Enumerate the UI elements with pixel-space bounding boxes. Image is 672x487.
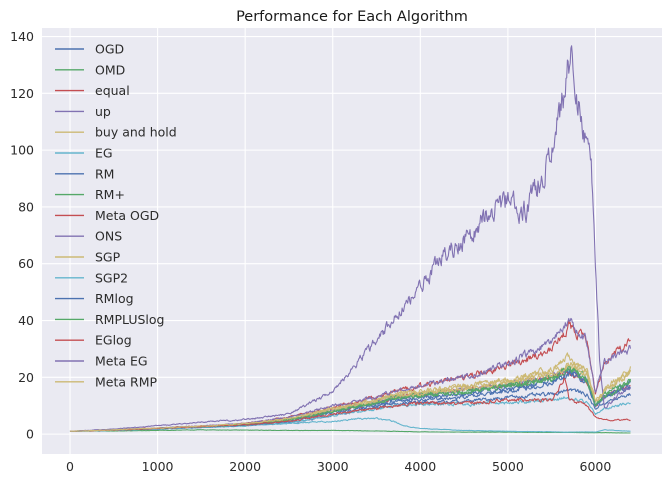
legend-label: EG — [95, 146, 113, 161]
legend-label: RMPLUSlog — [95, 312, 165, 327]
y-axis-ticks: 0 20 40 60 80 100 120 140 — [10, 29, 34, 442]
legend-item: SGP2 — [55, 270, 128, 285]
legend-item: equal — [55, 83, 130, 98]
legend-item: up — [55, 104, 111, 119]
y-tick-label: 40 — [18, 313, 34, 328]
legend-item: ONS — [55, 229, 122, 244]
y-tick-label: 80 — [18, 199, 34, 214]
grid-lines — [42, 28, 662, 454]
legend-item: OMD — [55, 62, 125, 77]
x-tick-label: 3000 — [317, 459, 349, 474]
legend-label: Meta RMP — [95, 374, 157, 389]
x-axis-ticks: 0 1000 2000 3000 4000 5000 6000 — [66, 459, 611, 474]
series-line-meta-eg — [70, 45, 631, 432]
x-tick-label: 2000 — [229, 459, 261, 474]
legend-item: RM+ — [55, 187, 125, 202]
legend-label: SGP — [95, 250, 121, 265]
y-tick-label: 120 — [10, 86, 34, 101]
legend-label: RM — [95, 166, 114, 181]
legend-label: RM+ — [95, 187, 125, 202]
legend-item: SGP — [55, 250, 121, 265]
legend-label: Meta OGD — [95, 208, 159, 223]
legend-label: SGP2 — [95, 270, 128, 285]
legend-label: buy and hold — [95, 125, 177, 140]
x-tick-label: 5000 — [492, 459, 524, 474]
series-line-omd — [69, 429, 631, 434]
y-tick-label: 0 — [26, 427, 34, 442]
legend-item: RMlog — [55, 291, 134, 306]
x-tick-label: 1000 — [142, 459, 174, 474]
plot-background — [42, 28, 662, 454]
y-tick-label: 60 — [18, 256, 34, 271]
x-tick-label: 0 — [66, 459, 74, 474]
legend-item: Meta RMP — [55, 374, 157, 389]
legend: OGD OMD equal up buy and hold EG RM RM+ Meta OGD… — [55, 42, 177, 389]
x-tick-label: 6000 — [580, 459, 612, 474]
legend-label: OMD — [95, 62, 125, 77]
legend-label: OGD — [95, 42, 124, 57]
legend-item: RMPLUSlog — [55, 312, 165, 327]
legend-item: EG — [55, 146, 113, 161]
series-line-meta-rmp — [69, 352, 632, 432]
chart-title: Performance for Each Algorithm — [236, 9, 468, 25]
legend-label: ONS — [95, 229, 122, 244]
y-tick-label: 140 — [10, 29, 34, 44]
y-tick-label: 20 — [18, 370, 34, 385]
legend-label: up — [95, 104, 111, 119]
series-lines — [69, 45, 632, 434]
legend-label: equal — [95, 83, 130, 98]
legend-label: Meta EG — [95, 354, 148, 369]
y-tick-label: 100 — [10, 143, 34, 158]
legend-item: RM — [55, 166, 114, 181]
legend-item: OGD — [55, 42, 124, 57]
legend-item: EGlog — [55, 333, 132, 348]
legend-label: EGlog — [95, 333, 132, 348]
legend-label: RMlog — [95, 291, 134, 306]
legend-item: buy and hold — [55, 125, 177, 140]
legend-item: Meta EG — [55, 354, 148, 369]
legend-item: Meta OGD — [55, 208, 159, 223]
x-tick-label: 4000 — [404, 459, 436, 474]
